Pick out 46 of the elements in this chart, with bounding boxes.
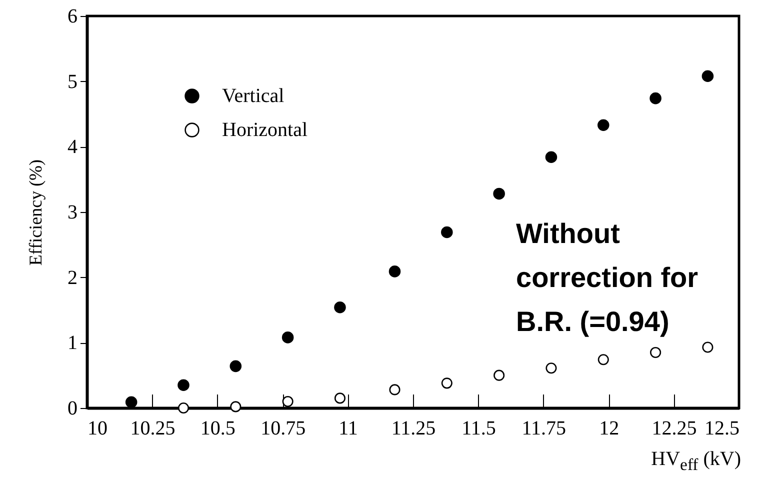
point [702,70,714,82]
x-tick-label: 10.5 [200,418,236,440]
x-tick-label: 10 [88,418,108,440]
point [125,396,138,408]
point [282,396,294,407]
x-tick-label: 12.25 [652,418,697,440]
point [597,119,610,131]
point [334,392,346,404]
y-tick-label: 0 [68,398,78,420]
point [441,378,452,389]
x-tick-label: 12.5 [704,418,740,440]
y-tick-label: 5 [68,70,78,93]
legend-label: Vertical [222,85,285,107]
x-tick-label: 10.25 [130,418,176,440]
annotation: Without correction for B.R. (=0.94) [516,217,700,339]
x-tick-label: 11.5 [462,418,496,440]
point [230,401,242,412]
legend-label: Horizontal [222,119,308,141]
y-tick-label: 4 [68,136,78,158]
x-tick-label: 11.25 [391,418,436,440]
x-tick-label: 10.75 [260,418,306,440]
point [178,402,190,414]
point [441,226,453,238]
point [334,302,346,314]
point [388,266,401,278]
point [282,332,294,344]
y-axis-title: Efficiency (%) [26,159,46,266]
point [230,360,242,372]
point [545,151,558,164]
x-tick-label: 11.75 [522,418,566,440]
point [702,342,714,353]
y-tick-label: 3 [68,202,78,224]
x-tick-label: 12 [599,418,620,440]
y-tick-label: 1 [68,332,78,354]
point [493,188,505,200]
y-tick-label: 6 [68,6,78,28]
point [494,370,505,381]
x-tick-label: 11 [338,418,358,440]
point [389,384,400,396]
point [650,346,662,358]
y-tick-label: 2 [68,266,78,289]
point [650,92,662,104]
point [598,354,609,366]
point [178,379,190,392]
x-axis-title: HV$_{eff}$ (kV) [651,448,741,475]
point [546,362,557,374]
